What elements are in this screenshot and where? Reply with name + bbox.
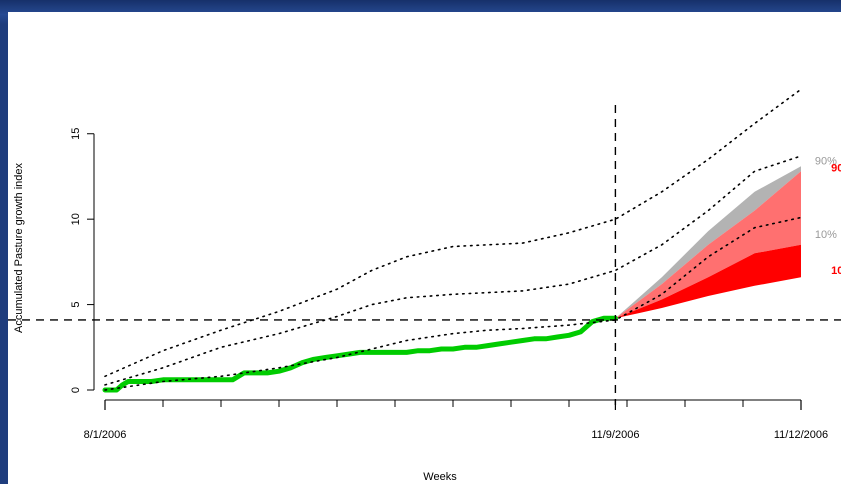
series-lines	[102, 88, 802, 393]
percentile-label: 90%	[831, 162, 841, 174]
forecast-band-outer	[615, 166, 801, 319]
reference-lines	[8, 105, 841, 405]
x-tick-label: 8/1/2006	[84, 429, 127, 441]
percentile-label: 90%	[815, 156, 837, 168]
y-tick-label: 5	[70, 302, 82, 308]
percentile-label: 10%	[831, 265, 841, 277]
forecast-bands	[615, 166, 801, 319]
y-tick-label: 10	[70, 213, 82, 225]
percentile-label: 10%	[815, 229, 837, 241]
x-tick-label: 11/12/2006	[774, 429, 828, 441]
forecast-band-inner	[615, 244, 801, 319]
x-tick-label: 11/9/2006	[591, 429, 639, 441]
historical-series-line-1	[104, 88, 802, 378]
historical-series-line-3	[104, 216, 802, 391]
y-axis-title: Accumulated Pasture growth index	[13, 163, 25, 333]
axes: 0 5 10 15 8/1/2006 11/9/2006 11/12/2006	[70, 128, 828, 441]
x-axis-title: Weeks	[423, 471, 457, 483]
y-tick-label: 0	[70, 387, 82, 393]
y-tick-label: 15	[70, 128, 82, 140]
historical-series-line-2	[104, 155, 802, 386]
observed-series-line	[102, 315, 618, 393]
annotations: 90%90% 10% 10%	[815, 156, 841, 277]
forecast-band-mid	[615, 171, 801, 319]
